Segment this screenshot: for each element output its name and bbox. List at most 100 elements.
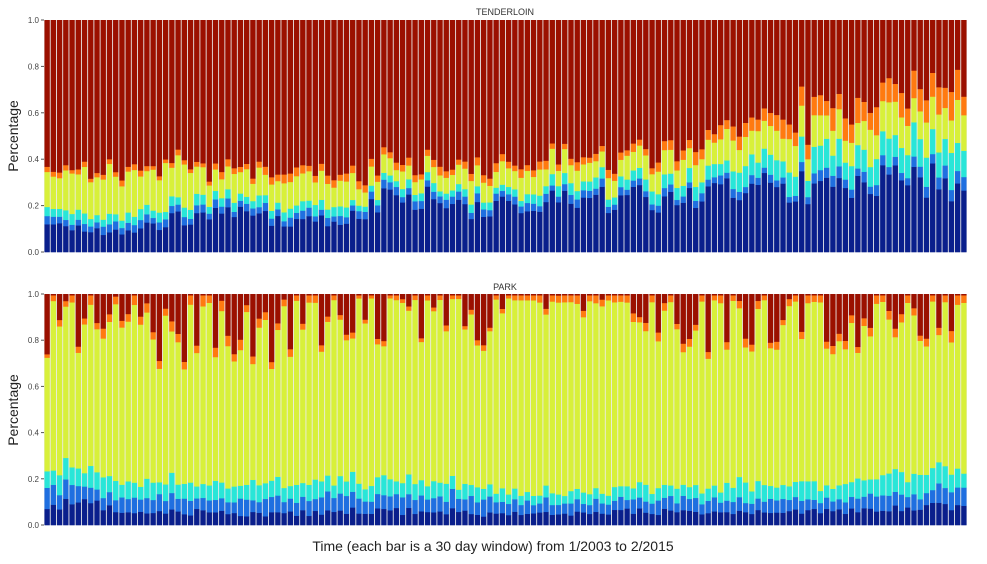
bar-segment-dark-red xyxy=(724,20,730,121)
bar-segment-dark-blue xyxy=(917,177,923,253)
bar-segment-orange xyxy=(262,311,269,320)
bar-segment-orange xyxy=(855,346,861,353)
bar-segment-dark-blue xyxy=(549,514,555,526)
bar-segment-orange xyxy=(399,164,406,172)
bar-segment-blue xyxy=(431,498,437,513)
bar-segment-dark-blue xyxy=(487,512,493,526)
bar-segment-yellow xyxy=(268,184,275,211)
bar-segment-blue xyxy=(281,221,287,227)
bar-segment-dark-red xyxy=(618,20,624,153)
bar-park-90 xyxy=(605,294,612,526)
bar-segment-yellow xyxy=(474,345,481,488)
bar-segment-dark-red xyxy=(175,294,181,334)
bar-segment-blue xyxy=(81,223,88,232)
bar-segment-yellow xyxy=(543,169,549,187)
bar-segment-dark-blue xyxy=(574,511,580,526)
bar-segment-yellow xyxy=(106,321,113,477)
bar-segment-orange xyxy=(487,178,493,186)
bar-segment-orange xyxy=(431,307,437,312)
bar-segment-dark-blue xyxy=(761,172,767,253)
bar-segment-yellow xyxy=(293,300,300,485)
bar-tenderloin-85 xyxy=(574,20,580,253)
bar-segment-yellow xyxy=(137,324,144,487)
bar-segment-orange xyxy=(886,310,892,320)
bar-segment-orange xyxy=(362,319,368,324)
bar-segment-cyan xyxy=(786,486,792,501)
bar-segment-blue xyxy=(100,497,106,511)
bar-segment-cyan xyxy=(318,199,325,210)
bar-segment-dark-red xyxy=(886,20,892,79)
bar-park-9 xyxy=(100,294,106,526)
bar-segment-orange xyxy=(262,166,269,175)
bar-segment-cyan xyxy=(680,185,686,197)
bar-segment-blue xyxy=(668,495,674,511)
bar-segment-dark-red xyxy=(880,294,886,296)
bar-park-39 xyxy=(287,294,294,526)
bar-segment-yellow xyxy=(699,301,705,494)
bar-segment-cyan xyxy=(661,484,668,498)
bar-tenderloin-55 xyxy=(387,20,393,253)
bar-segment-orange xyxy=(824,100,830,116)
bar-tenderloin-62 xyxy=(431,20,437,253)
bar-segment-blue xyxy=(175,498,181,512)
bar-segment-cyan xyxy=(312,204,318,217)
bar-segment-yellow xyxy=(206,302,212,486)
bar-segment-orange xyxy=(717,295,724,304)
bar-segment-dark-blue xyxy=(880,510,886,526)
bar-tenderloin-6 xyxy=(81,20,88,253)
bar-segment-dark-red xyxy=(767,294,774,343)
bar-segment-blue xyxy=(337,215,343,225)
bar-segment-orange xyxy=(424,149,431,156)
bar-segment-dark-blue xyxy=(630,513,637,526)
bar-segment-blue xyxy=(636,178,643,186)
bar-segment-yellow xyxy=(636,145,643,168)
bar-segment-orange xyxy=(81,318,88,325)
bar-segment-blue xyxy=(88,487,94,504)
bar-segment-blue xyxy=(674,503,680,513)
bar-segment-cyan xyxy=(717,163,724,176)
bar-segment-cyan xyxy=(668,485,674,497)
bar-segment-cyan xyxy=(100,219,106,227)
bar-segment-dark-red xyxy=(505,20,512,162)
bar-segment-dark-blue xyxy=(181,225,187,253)
bar-segment-dark-blue xyxy=(742,192,749,253)
bar-tenderloin-99 xyxy=(661,20,668,253)
bar-segment-dark-blue xyxy=(474,514,481,526)
bar-segment-cyan xyxy=(530,194,537,204)
bar-segment-blue xyxy=(318,497,325,515)
bar-park-80 xyxy=(543,294,549,526)
bar-segment-blue xyxy=(244,203,250,212)
bar-segment-cyan xyxy=(873,158,880,186)
bar-segment-cyan xyxy=(611,486,618,501)
bar-segment-yellow xyxy=(799,105,805,137)
bar-park-66 xyxy=(456,294,462,526)
bar-tenderloin-66 xyxy=(456,20,462,253)
bar-segment-dark-red xyxy=(94,20,100,174)
bar-segment-blue xyxy=(381,179,387,189)
bar-segment-dark-red xyxy=(686,294,693,339)
bar-segment-blue xyxy=(94,489,100,501)
bar-segment-cyan xyxy=(318,481,325,498)
bar-segment-cyan xyxy=(337,206,343,217)
bar-segment-orange xyxy=(948,91,955,121)
bar-segment-dark-red xyxy=(611,294,618,296)
bar-segment-blue xyxy=(686,498,693,511)
bar-segment-blue xyxy=(412,499,418,515)
bar-segment-orange xyxy=(624,295,630,303)
bar-segment-blue xyxy=(861,496,867,509)
bar-segment-dark-red xyxy=(717,294,724,296)
bar-segment-dark-blue xyxy=(774,186,780,253)
bar-segment-orange xyxy=(418,338,424,343)
bar-segment-dark-blue xyxy=(156,510,163,526)
bar-segment-blue xyxy=(275,209,281,217)
bar-tenderloin-112 xyxy=(742,20,749,253)
bar-segment-cyan xyxy=(418,193,424,202)
bar-segment-blue xyxy=(948,189,955,202)
bar-segment-yellow xyxy=(524,170,531,195)
bar-park-38 xyxy=(281,294,287,526)
bar-tenderloin-37 xyxy=(275,20,281,253)
bar-segment-blue xyxy=(106,224,113,233)
bar-park-47 xyxy=(337,294,343,526)
bar-segment-cyan xyxy=(56,475,63,496)
bar-segment-blue xyxy=(805,196,811,205)
